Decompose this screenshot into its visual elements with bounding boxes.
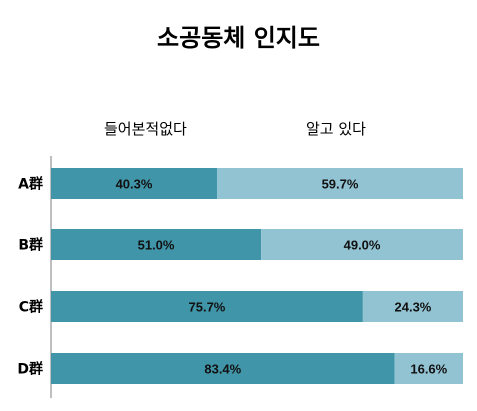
category-label: B群: [18, 237, 43, 254]
data-label: 83.4%: [204, 362, 241, 377]
bar-segment-series-2: [394, 353, 463, 384]
data-label: 24.3%: [395, 300, 432, 315]
data-label: 49.0%: [344, 238, 381, 253]
data-label: 51.0%: [138, 238, 175, 253]
bar-segment-series-2: [217, 168, 463, 199]
data-label: 40.3%: [116, 177, 153, 192]
bar-segment-series-1: [51, 291, 363, 322]
data-label: 75.7%: [189, 300, 226, 315]
bar-segment-series-2: [261, 229, 463, 260]
bar-segment-series-1: [51, 353, 395, 384]
data-label: 16.6%: [410, 362, 447, 377]
category-label: C群: [19, 299, 43, 316]
category-label: A群: [18, 176, 43, 193]
category-label: D群: [17, 361, 43, 378]
bar-segment-series-1: [51, 168, 218, 199]
bar-segment-series-2: [362, 291, 463, 322]
legend-series-1: 들어본적없다: [104, 120, 187, 138]
chart-title: 소공동체 인지도: [157, 24, 320, 52]
data-label: 59.7%: [322, 177, 359, 192]
bar-segment-series-1: [51, 229, 262, 260]
legend-series-2: 알고 있다: [306, 120, 366, 138]
